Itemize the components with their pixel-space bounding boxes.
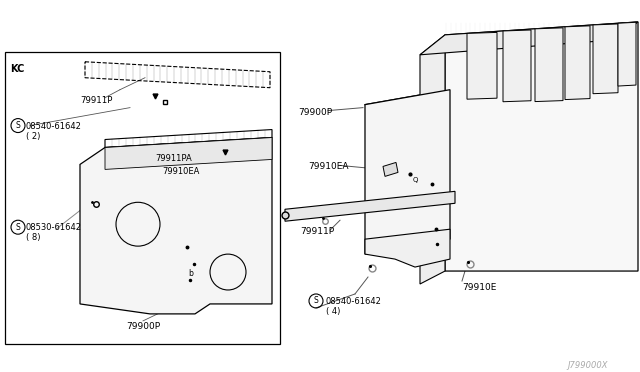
Text: 08540-61642: 08540-61642 <box>26 122 82 131</box>
Polygon shape <box>105 138 272 169</box>
Polygon shape <box>365 90 450 254</box>
Text: 08540-61642: 08540-61642 <box>326 297 382 306</box>
Text: 79900P: 79900P <box>126 322 160 331</box>
Text: Q: Q <box>413 177 419 183</box>
Polygon shape <box>618 22 636 86</box>
Polygon shape <box>535 28 563 102</box>
Polygon shape <box>420 35 445 284</box>
Polygon shape <box>365 229 450 267</box>
Polygon shape <box>565 26 590 100</box>
Bar <box>5 52 280 344</box>
Text: 79910E: 79910E <box>462 283 497 292</box>
Text: J799000X: J799000X <box>567 361 607 370</box>
Text: ( 4): ( 4) <box>326 307 340 316</box>
Polygon shape <box>80 138 272 314</box>
Text: 79911P: 79911P <box>80 96 113 105</box>
Text: S: S <box>15 223 20 232</box>
Text: 79910EA: 79910EA <box>162 167 200 176</box>
Text: b: b <box>188 269 193 278</box>
Polygon shape <box>383 163 398 176</box>
Text: S: S <box>15 121 20 130</box>
Text: 79900P: 79900P <box>298 108 332 117</box>
Text: 79910EA: 79910EA <box>308 163 349 171</box>
Polygon shape <box>593 24 618 94</box>
Text: 08530-61642: 08530-61642 <box>26 223 82 232</box>
Text: ( 8): ( 8) <box>26 233 40 242</box>
Polygon shape <box>285 191 455 221</box>
Text: 79911P: 79911P <box>300 227 334 236</box>
Text: ( 2): ( 2) <box>26 132 40 141</box>
Polygon shape <box>420 22 638 55</box>
Polygon shape <box>445 22 638 271</box>
Text: S: S <box>314 296 318 305</box>
Text: 79911PA: 79911PA <box>155 154 192 163</box>
Polygon shape <box>467 32 497 99</box>
Polygon shape <box>503 30 531 102</box>
Text: KC: KC <box>10 64 24 74</box>
